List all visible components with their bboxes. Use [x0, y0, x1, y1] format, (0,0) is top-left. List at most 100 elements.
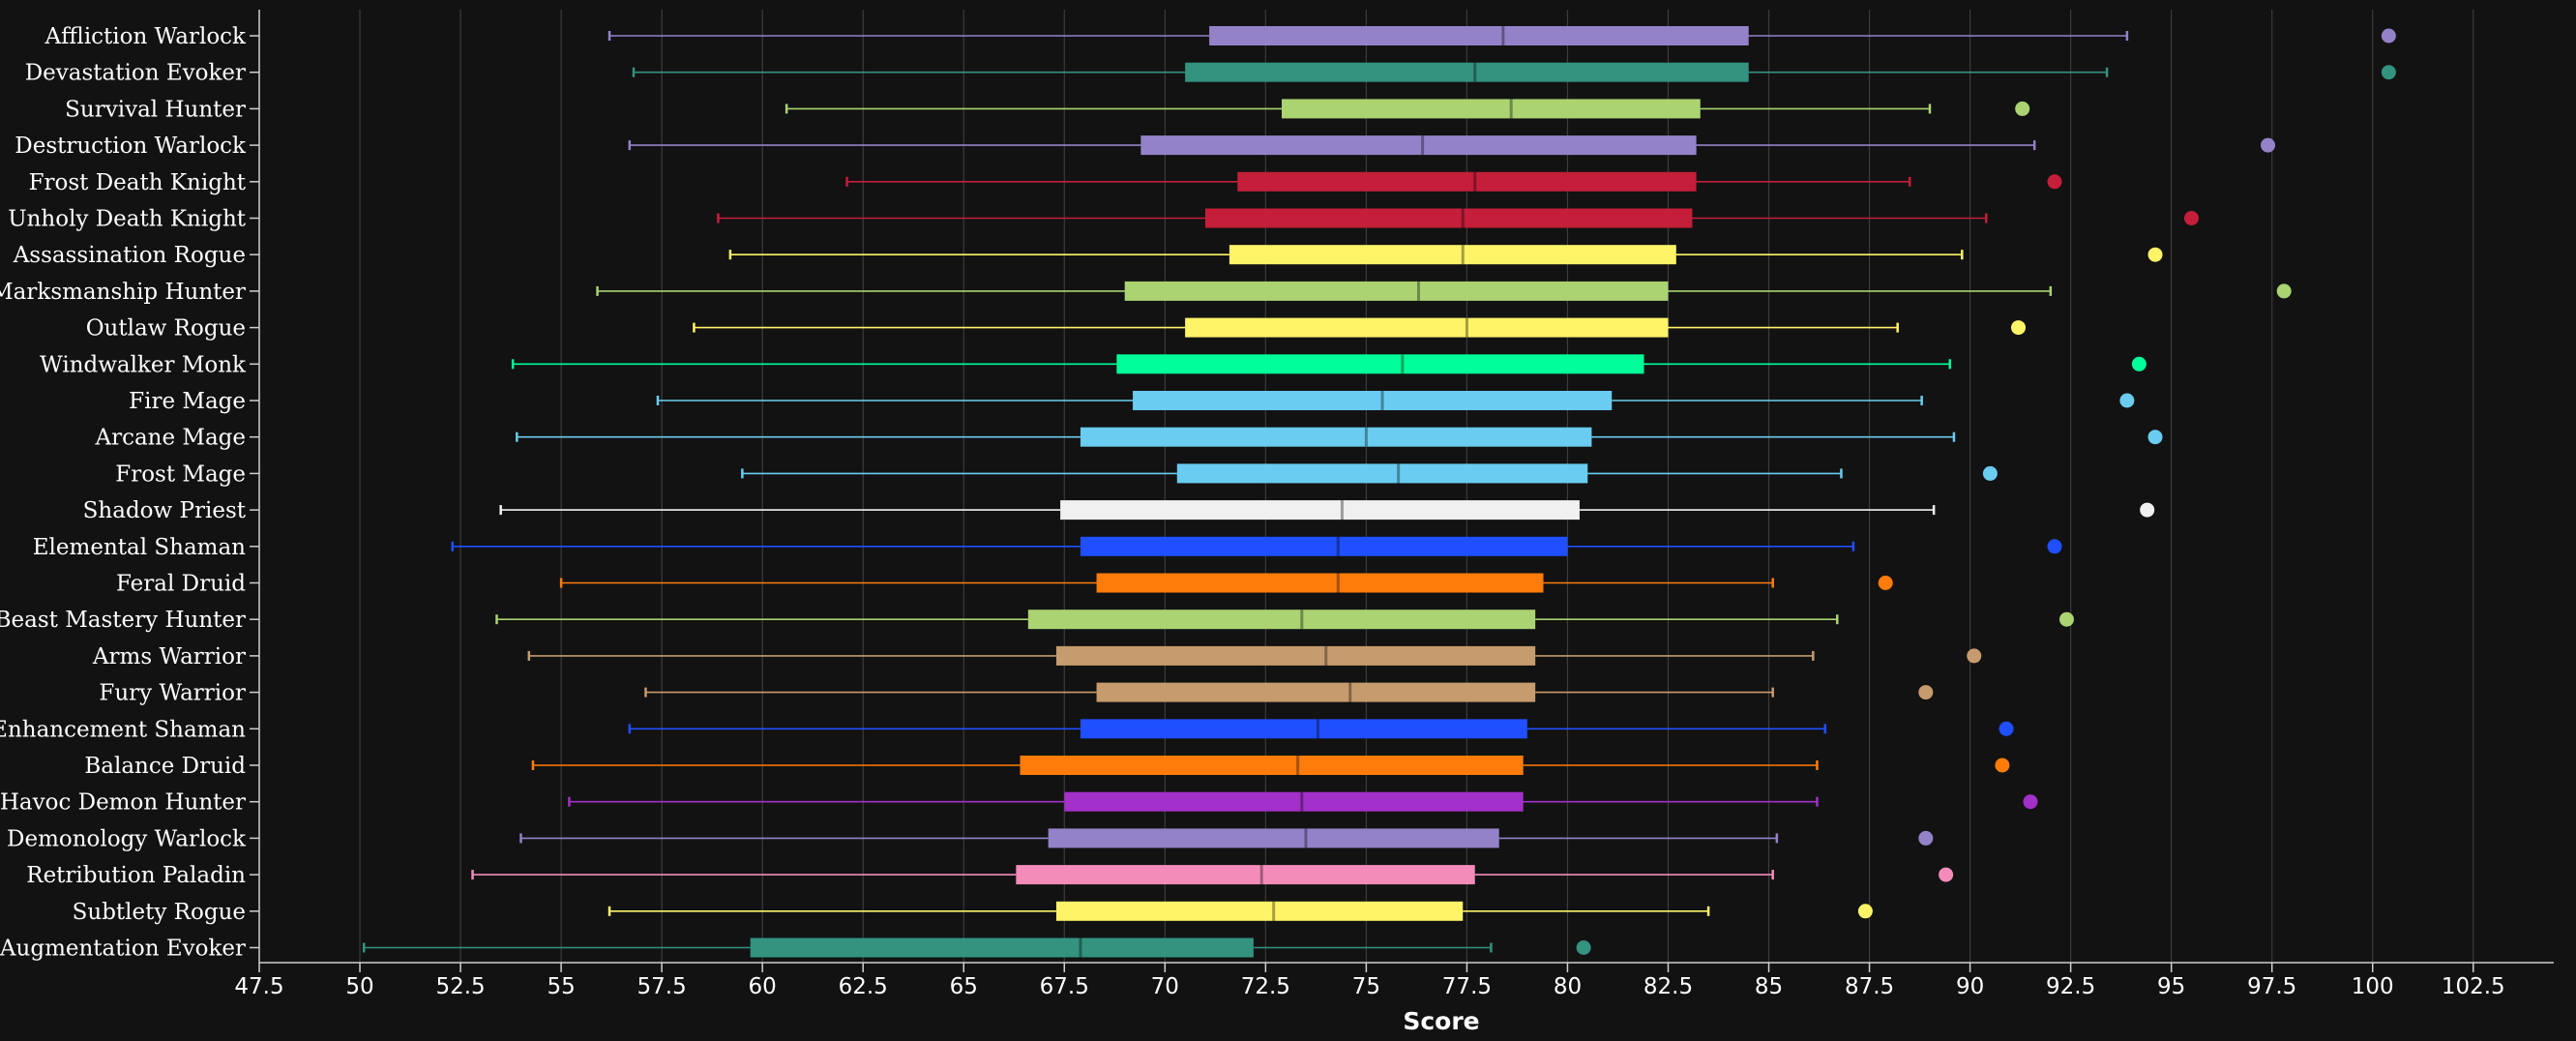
x-tick-label: 55 [547, 974, 575, 999]
box-row [628, 135, 2276, 156]
x-tick-label: 75 [1352, 974, 1380, 999]
box-row [495, 610, 2074, 630]
x-tick-label: 95 [2157, 974, 2185, 999]
outlier-point-enhancement-shaman [1999, 721, 2014, 736]
category-label-devastation-evoker: Devastation Evoker [25, 61, 246, 86]
box-arms-warrior [1055, 645, 1536, 666]
box-frost-death-knight [1237, 171, 1697, 192]
category-label-shadow-priest: Shadow Priest [83, 498, 247, 523]
x-axis-title: Score [1403, 1007, 1479, 1035]
box-havoc-demon-hunter [1064, 791, 1524, 812]
box-beast-mastery-hunter [1027, 610, 1536, 630]
box-row [527, 645, 1982, 666]
x-tick-label: 57.5 [637, 974, 687, 999]
outlier-point-fury-warrior [1918, 685, 1934, 700]
box-row [656, 391, 2135, 410]
outlier-point-elemental-shaman [2047, 539, 2062, 554]
box-row [516, 427, 2163, 447]
outlier-point-destruction-warlock [2261, 137, 2276, 153]
box-survival-hunter [1281, 99, 1701, 119]
category-label-arms-warrior: Arms Warrior [92, 644, 246, 669]
category-label-destruction-warlock: Destruction Warlock [15, 134, 247, 159]
x-tick-label: 92.5 [2046, 974, 2095, 999]
category-label-survival-hunter: Survival Hunter [65, 97, 246, 122]
box-subtlety-rogue [1055, 901, 1464, 921]
category-label-elemental-shaman: Elemental Shaman [33, 535, 246, 560]
box-frost-mage [1176, 463, 1588, 484]
box-row [644, 682, 1934, 702]
outlier-point-beast-mastery-hunter [2058, 611, 2074, 627]
category-label-windwalker-monk: Windwalker Monk [40, 352, 247, 377]
category-label-frost-mage: Frost Mage [115, 461, 246, 487]
box-row [717, 208, 2199, 228]
category-label-assassination-rogue: Assassination Rogue [13, 243, 246, 268]
box-row [362, 937, 1591, 958]
x-tick-label: 97.5 [2247, 974, 2296, 999]
outlier-point-demonology-warlock [1918, 830, 1934, 846]
outlier-point-devastation-evoker [2381, 65, 2396, 80]
x-tick-label: 102.5 [2442, 974, 2505, 999]
box-row [499, 500, 2155, 520]
box-row [596, 281, 2292, 301]
box-assassination-rogue [1229, 245, 1676, 265]
outlier-point-arcane-mage [2147, 430, 2163, 445]
x-tick-label: 72.5 [1241, 974, 1290, 999]
x-tick-label: 80 [1554, 974, 1582, 999]
category-label-outlaw-rogue: Outlaw Rogue [86, 316, 246, 342]
box-balance-druid [1020, 756, 1524, 775]
box-windwalker-monk [1116, 354, 1644, 374]
box-row [628, 719, 2014, 739]
x-tick-label: 50 [345, 974, 373, 999]
outlier-point-retribution-paladin [1939, 867, 1954, 882]
x-tick-label: 52.5 [435, 974, 485, 999]
outlier-point-unholy-death-knight [2183, 211, 2199, 225]
x-tick-label: 47.5 [234, 974, 283, 999]
category-label-feral-druid: Feral Druid [116, 572, 246, 597]
box-row [607, 26, 2396, 45]
box-elemental-shaman [1080, 536, 1568, 556]
outlier-point-fire-mage [2119, 393, 2135, 408]
box-row [511, 354, 2147, 374]
box-row [559, 573, 1893, 593]
box-row [519, 828, 1934, 848]
outlier-point-shadow-priest [2140, 502, 2155, 518]
box-row [693, 317, 2027, 338]
outlier-point-survival-hunter [2015, 101, 2030, 116]
outlier-point-assassination-rogue [2147, 247, 2163, 262]
category-label-marksmanship-hunter: Marksmanship Hunter [0, 280, 246, 305]
x-tick-label: 100 [2352, 974, 2394, 999]
outlier-point-frost-death-knight [2047, 174, 2062, 190]
outlier-point-havoc-demon-hunter [2023, 794, 2038, 810]
box-enhancement-shaman [1080, 719, 1527, 739]
box-destruction-warlock [1140, 135, 1697, 156]
category-label-balance-druid: Balance Druid [84, 754, 246, 779]
category-label-augmentation-evoker: Augmentation Evoker [0, 937, 246, 962]
category-labels: Affliction Warlock Devastation Evoker Surv… [0, 24, 247, 962]
outlier-point-balance-druid [1995, 758, 2010, 773]
outlier-point-frost-mage [1982, 465, 1998, 481]
box-row [728, 245, 2163, 265]
box-row [632, 62, 2396, 82]
box-row [741, 463, 1998, 484]
category-label-subtlety-rogue: Subtlety Rogue [73, 900, 246, 925]
category-label-retribution-paladin: Retribution Paladin [26, 863, 246, 888]
box-augmentation-evoker [750, 937, 1254, 958]
box-unholy-death-knight [1204, 208, 1693, 228]
x-tick-label: 62.5 [839, 974, 888, 999]
outlier-point-augmentation-evoker [1576, 940, 1591, 955]
outlier-point-marksmanship-hunter [2276, 283, 2292, 299]
box-row [607, 901, 1873, 921]
x-tick-label: 65 [950, 974, 978, 999]
category-label-unholy-death-knight: Unholy Death Knight [8, 207, 247, 232]
category-label-havoc-demon-hunter: Havoc Demon Hunter [0, 790, 246, 816]
box-feral-druid [1096, 573, 1544, 593]
category-label-beast-mastery-hunter: Beast Mastery Hunter [0, 608, 246, 633]
box-marksmanship-hunter [1124, 281, 1669, 301]
box-row [471, 865, 1954, 885]
outlier-point-feral-druid [1878, 576, 1893, 590]
box-row [451, 536, 2062, 556]
x-tick-label: 67.5 [1040, 974, 1089, 999]
box-series [362, 26, 2396, 958]
box-devastation-evoker [1185, 62, 1749, 82]
